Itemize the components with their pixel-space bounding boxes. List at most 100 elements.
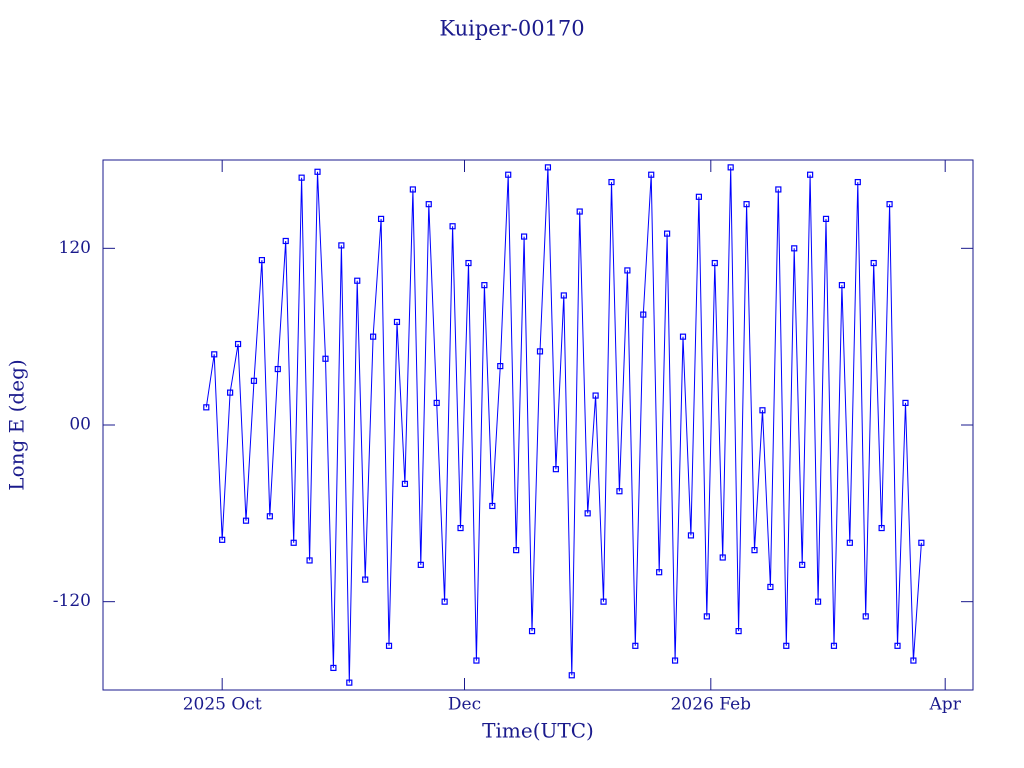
data-point [234,340,242,348]
data-point [822,215,830,222]
data-point [290,539,297,546]
data-point [227,389,234,396]
data-point [632,642,639,649]
x-tick-label: Apr [929,695,962,715]
data-point [266,513,273,520]
data-point [719,554,726,561]
data-point [409,186,416,193]
data-point [799,561,806,568]
data-point [393,318,401,326]
data-point [330,664,337,672]
data-point [513,547,520,554]
data-point [679,333,687,340]
data-point [505,171,512,178]
data-point [528,628,536,635]
data-point [783,642,790,649]
data-point [298,174,305,181]
data-point [854,178,861,186]
x-tick-label: Dec [448,695,481,715]
data-point [322,355,329,362]
data-point [687,532,695,539]
x-tick-label: 2025 Oct [183,695,262,715]
data-point [401,480,409,487]
data-point [362,576,369,583]
data-point [370,333,377,340]
data-point [767,583,774,591]
data-point [862,613,869,620]
data-point [489,502,496,510]
y-tick-label: -120 [53,591,91,611]
data-point [775,186,782,193]
data-point [671,657,679,664]
data-point [282,237,289,245]
data-point [616,488,623,495]
data-point [886,201,893,208]
data-point [624,267,631,274]
data-point [870,259,877,267]
data-point [894,642,901,649]
data-point [425,201,432,208]
data-point [457,524,464,532]
data-point [417,561,424,568]
data-point [306,557,313,564]
data-point [846,539,853,546]
data-point [918,539,925,546]
data-point [807,171,814,178]
data-point [258,257,266,264]
data-point [878,524,885,532]
data-point [759,407,766,414]
data-point [346,679,353,686]
data-point [743,201,750,208]
data-point [250,377,258,384]
data-point [203,404,210,411]
data-point [354,277,361,284]
data-point [433,399,440,407]
chart-title: Kuiper-00170 [439,17,584,41]
data-point [814,598,822,605]
data-point [536,348,544,355]
data-point [544,164,552,171]
data-point [592,392,599,399]
data-point [520,233,528,240]
data-point [568,672,575,679]
data-point [211,351,218,358]
data-point [838,282,846,289]
x-tick-label: 2026 Feb [671,695,752,715]
data-point [648,171,655,178]
data-point [473,657,480,664]
data-point [640,311,647,318]
data-point [274,365,281,373]
data-point [584,510,591,517]
data-point [902,399,909,407]
y-axis-label: Long E (deg) [5,359,29,490]
data-point [441,598,448,605]
data-point [219,536,226,543]
data-point [910,657,917,664]
y-tick-label: 120 [59,238,91,258]
data-point [314,168,321,175]
data-point [791,245,798,252]
data-line [205,167,922,683]
plot-area [203,164,925,686]
data-point [385,642,393,649]
data-point [377,215,385,222]
data-point [656,569,663,576]
data-point [465,259,472,267]
data-point [711,259,718,267]
y-tick-label: 00 [69,415,91,435]
data-point [552,466,559,473]
data-point [481,282,488,289]
data-point [497,363,504,370]
data-point [242,517,250,524]
data-point [449,223,456,230]
data-point [830,642,838,649]
data-point [338,242,345,249]
data-point [664,230,671,237]
data-point [703,613,710,620]
x-axis-label: Time(UTC) [482,719,594,743]
data-point [751,547,758,554]
data-point [735,628,742,635]
data-point [727,164,734,171]
data-point [576,208,583,215]
